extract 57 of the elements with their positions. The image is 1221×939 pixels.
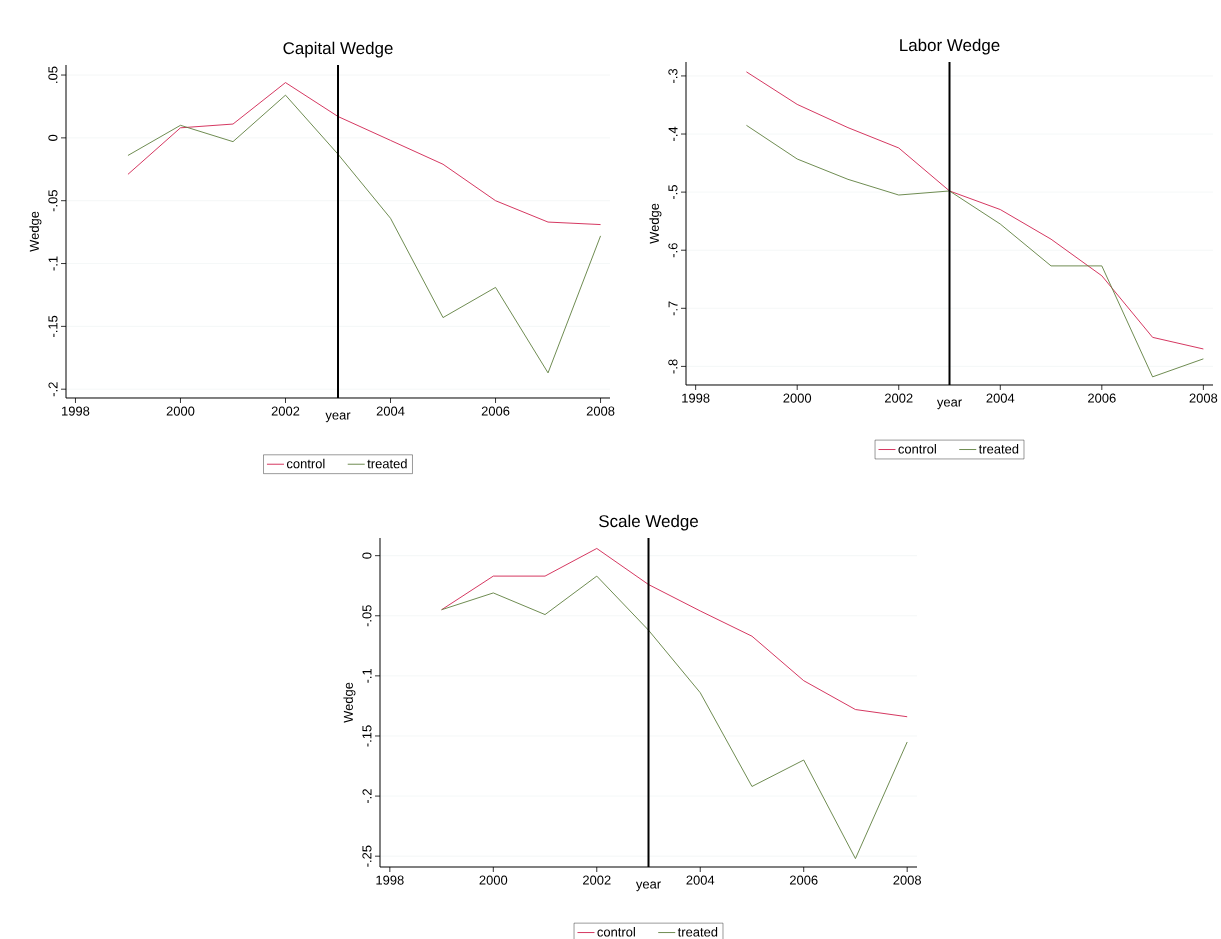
y-tick-label: -.25 (362, 845, 372, 867)
x-tick-label: 2004 (986, 393, 1015, 403)
y-tick-label: -.1 (362, 668, 372, 683)
x-tick-label: 2002 (884, 393, 913, 403)
line-series (127, 82, 601, 226)
y-axis-title: Wedge (29, 211, 42, 252)
x-axis-title: year (936, 399, 962, 410)
y-tick-label: -.8 (668, 359, 678, 374)
x-tick-label: 2008 (893, 875, 922, 885)
y-tick-label: 0 (48, 134, 58, 141)
x-axis-title: year (635, 881, 661, 892)
y-tick-label: -.2 (362, 789, 372, 804)
legend-label: treated (978, 444, 1019, 454)
line-series (441, 575, 908, 860)
y-tick-label: -.6 (668, 243, 678, 258)
y-tick-label: -.5 (668, 185, 678, 200)
legend-label: control (898, 444, 936, 454)
legend-label: treated (677, 927, 718, 937)
y-tick-label: -.15 (362, 725, 372, 747)
x-tick-label: 2000 (166, 406, 195, 416)
x-tick-label: 2008 (1189, 393, 1218, 403)
x-tick-label: 2004 (376, 406, 405, 416)
legend-label: control (597, 927, 635, 937)
chart-title: Labor Wedge (900, 38, 1000, 55)
line-series (127, 94, 601, 374)
x-tick-label: 2000 (479, 875, 508, 885)
legend-label: control (286, 458, 325, 469)
x-tick-label: 2006 (481, 406, 510, 416)
y-tick-label: -.05 (48, 190, 58, 212)
x-tick-label: 2002 (583, 875, 611, 885)
x-tick-label: 2004 (686, 875, 715, 885)
y-tick-label: -.4 (668, 126, 678, 141)
x-tick-label: 1998 (62, 406, 90, 416)
legend-label: treated (367, 458, 407, 469)
y-axis-title: Wedge (343, 682, 356, 723)
x-tick-label: 2000 (783, 393, 812, 403)
chart-title: Capital Wedge (283, 41, 393, 58)
x-axis-title: year (325, 412, 351, 423)
y-tick-label: -.15 (48, 315, 58, 337)
line-series (745, 124, 1204, 378)
y-tick-label: 0 (362, 552, 372, 559)
chart-title: Scale Wedge (599, 514, 698, 531)
x-tick-label: 2008 (586, 406, 615, 416)
y-tick-label: -.1 (48, 256, 58, 271)
y-tick-label: .05 (48, 66, 58, 83)
y-tick-label: -.05 (362, 605, 372, 627)
x-tick-label: 2006 (789, 875, 818, 885)
line-series (745, 71, 1204, 350)
y-tick-label: -.7 (668, 301, 678, 316)
y-axis-title: Wedge (649, 203, 662, 244)
x-tick-label: 2006 (1088, 393, 1116, 403)
x-tick-label: 2002 (271, 406, 300, 416)
x-tick-label: 1998 (682, 393, 710, 403)
y-tick-label: -.2 (48, 382, 58, 397)
x-tick-label: 1998 (376, 875, 404, 885)
line-series (441, 548, 908, 718)
y-tick-label: -.3 (668, 68, 678, 83)
